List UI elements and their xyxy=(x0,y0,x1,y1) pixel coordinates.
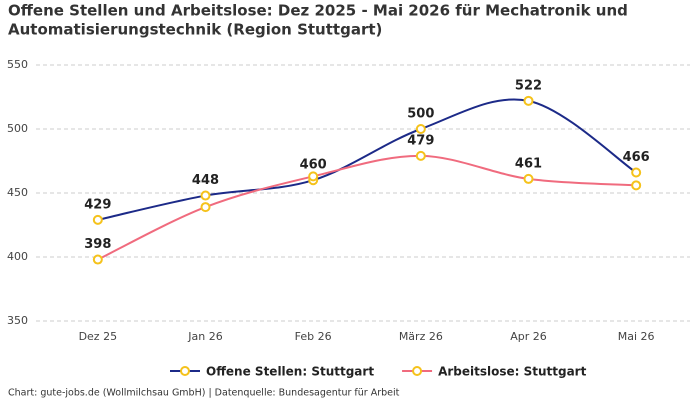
y-tick-label: 550 xyxy=(7,58,28,71)
y-tick-label: 500 xyxy=(7,122,28,135)
point xyxy=(415,150,426,161)
point xyxy=(631,167,642,178)
y-tick-label: 350 xyxy=(7,314,28,327)
point xyxy=(200,190,211,201)
y-tick-label: 400 xyxy=(7,250,28,263)
x-tick-label: Feb 26 xyxy=(295,330,332,343)
point xyxy=(523,173,534,184)
point xyxy=(92,254,103,265)
data-label: 429 xyxy=(84,197,111,212)
legend-marker xyxy=(412,366,423,376)
series-line xyxy=(97,98,637,221)
chart-title: Offene Stellen und Arbeitslose: Dez 2025… xyxy=(8,2,628,20)
data-label: 398 xyxy=(84,237,111,252)
y-tick-label: 450 xyxy=(7,186,28,199)
data-label: 479 xyxy=(407,133,434,148)
series-line xyxy=(97,154,637,261)
point xyxy=(308,171,319,182)
x-tick-label: Jan 26 xyxy=(187,330,222,343)
point xyxy=(631,180,642,191)
point xyxy=(415,124,426,134)
legend-label: Offene Stellen: Stuttgart xyxy=(206,365,374,379)
point xyxy=(200,202,211,213)
x-tick-label: Dez 25 xyxy=(79,330,118,343)
data-label: 500 xyxy=(407,107,434,122)
data-label: 461 xyxy=(515,156,542,171)
point xyxy=(92,214,103,225)
x-tick-label: Apr 26 xyxy=(510,330,547,343)
data-label: 466 xyxy=(623,150,650,165)
chart-title: Automatisierungstechnik (Region Stuttgar… xyxy=(8,21,382,39)
data-label: 460 xyxy=(300,158,327,173)
legend-label: Arbeitslose: Stuttgart xyxy=(438,365,587,379)
point xyxy=(523,95,534,106)
footer: Chart: gute-jobs.de (Wollmilchsau GmbH) … xyxy=(8,388,400,399)
data-label: 448 xyxy=(192,173,219,188)
legend-marker xyxy=(180,366,190,376)
data-label: 522 xyxy=(515,78,542,93)
x-tick-label: Mai 26 xyxy=(618,330,655,343)
x-tick-label: März 26 xyxy=(399,330,443,343)
